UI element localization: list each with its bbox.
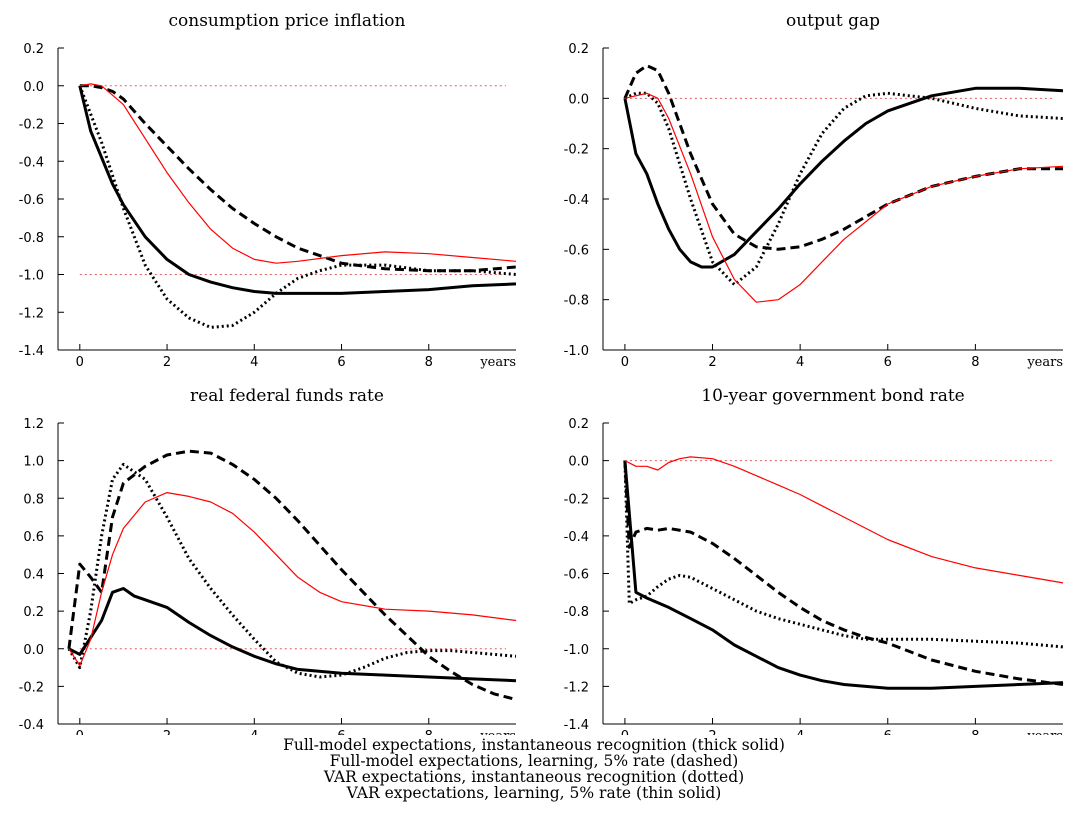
series-line-thick-solid: [623, 86, 1064, 269]
y-tick-label: 0.2: [23, 605, 44, 620]
y-tick-label: -0.6: [564, 568, 589, 583]
x-tick-label: 4: [796, 355, 804, 370]
panel-4: 10-year government bond rate -1.4 -1.2 -1.0…: [564, 386, 1064, 735]
y-tick-label: 0.2: [23, 42, 44, 57]
panel-title: 10-year government bond rate: [701, 386, 964, 406]
series-line-thick-solid: [78, 85, 517, 295]
y-tick-label: -0.2: [564, 143, 589, 158]
x-tick-label: 0: [621, 355, 629, 370]
series-line-dotted: [623, 460, 1064, 649]
series-line-thin-solid-red: [68, 492, 517, 667]
legend-line-dotted: VAR expectations, instantaneous recognit…: [323, 768, 745, 786]
y-tick-label: -0.2: [564, 492, 589, 507]
y-tick-label: 0.4: [23, 568, 44, 583]
y-tick-label: 0.0: [568, 455, 589, 470]
y-tick-label: 0.2: [568, 42, 589, 57]
y-tick-label: -0.6: [19, 193, 44, 208]
x-tick-label: 0: [76, 355, 84, 370]
y-tick-label: -0.6: [564, 243, 589, 258]
x-tick-label: 6: [337, 355, 345, 370]
series-line-thin-solid-red: [624, 456, 1064, 584]
x-tick-label: 6: [884, 355, 892, 370]
x-tick-label: 4: [250, 355, 258, 370]
x-unit-label: years: [1026, 729, 1063, 735]
panel-title: output gap: [786, 11, 880, 31]
series-line-dotted: [78, 85, 517, 329]
y-tick-label: -0.4: [564, 193, 589, 208]
x-tick-label: 0: [621, 729, 629, 735]
x-unit-label: years: [479, 729, 516, 735]
x-tick-label: 2: [163, 355, 171, 370]
x-tick-label: 2: [708, 355, 716, 370]
x-tick-label: 8: [971, 729, 979, 735]
y-tick-label: -1.0: [564, 643, 589, 658]
series-line-thick-solid: [68, 587, 517, 683]
series-line-dashed: [623, 460, 1064, 686]
x-tick-label: 4: [796, 729, 804, 735]
y-tick-label: -0.8: [564, 605, 589, 620]
y-tick-label: -0.4: [19, 155, 44, 170]
y-tick-label: 1.0: [23, 455, 44, 470]
x-tick-label: 6: [337, 729, 345, 735]
legend-line-dashed: Full-model expectations, learning, 5% ra…: [329, 752, 739, 770]
figure-panels: consumption price inflation -1.4 -1.2 -1.0 -…: [19, 11, 1064, 735]
legend: Full-model expectations, instantaneous r…: [0, 737, 1068, 801]
y-tick-label: -0.4: [564, 530, 589, 545]
y-tick-label: -1.0: [19, 269, 44, 284]
y-tick-label: -0.8: [19, 231, 44, 246]
y-tick-label: -1.0: [564, 344, 589, 359]
y-tick-label: 0.0: [23, 80, 44, 95]
y-tick-label: -0.2: [19, 680, 44, 695]
y-tick-label: 0.2: [568, 417, 589, 432]
y-tick-label: 0.6: [23, 530, 44, 545]
series-line-thin-solid-red: [79, 83, 517, 264]
y-tick-label: -1.2: [19, 306, 44, 321]
y-tick-label: 0.0: [23, 643, 44, 658]
series-line-dashed: [623, 64, 1063, 251]
legend-line-thick-solid: Full-model expectations, instantaneous r…: [283, 736, 785, 754]
x-tick-label: 6: [884, 729, 892, 735]
series-line-dotted: [67, 462, 517, 679]
y-tick-label: -1.4: [564, 718, 589, 733]
panel-1: consumption price inflation -1.4 -1.2 -1.0 -…: [19, 11, 517, 370]
x-tick-label: 8: [971, 355, 979, 370]
series-line-dashed: [67, 449, 517, 701]
y-tick-label: -1.4: [19, 344, 44, 359]
y-tick-label: -0.8: [564, 294, 589, 309]
y-tick-label: -0.2: [19, 118, 44, 133]
x-tick-label: 8: [425, 729, 433, 735]
x-tick-label: 4: [250, 729, 258, 735]
y-tick-label: 0.8: [23, 492, 44, 507]
y-tick-label: 0.0: [568, 92, 589, 107]
y-tick-label: 1.2: [23, 417, 44, 432]
y-tick-label: -1.2: [564, 680, 589, 695]
x-unit-label: years: [1026, 355, 1063, 370]
series-line-dotted: [624, 91, 1064, 287]
x-tick-label: 2: [708, 729, 716, 735]
panel-2: output gap -1.0 -0.8 -0.6 -0.4 -0.2 0.0 0.2 0 2 4 6…: [564, 11, 1064, 370]
panel-3: real federal funds rate -0.4 -0.2 0.0 0.2 0.4…: [19, 386, 517, 735]
panel-title: consumption price inflation: [169, 11, 406, 31]
x-unit-label: years: [479, 355, 516, 370]
legend-line-thin-solid: VAR expectations, learning, 5% rate (thi…: [346, 784, 722, 802]
x-tick-label: 2: [163, 729, 171, 735]
y-tick-label: -0.4: [19, 718, 44, 733]
panel-title: real federal funds rate: [190, 386, 384, 406]
series-line-thick-solid: [623, 460, 1064, 690]
x-tick-label: 8: [425, 355, 433, 370]
series-line-thin-solid-red: [624, 92, 1064, 303]
x-tick-label: 0: [76, 729, 84, 735]
series-line-dashed: [79, 84, 517, 273]
